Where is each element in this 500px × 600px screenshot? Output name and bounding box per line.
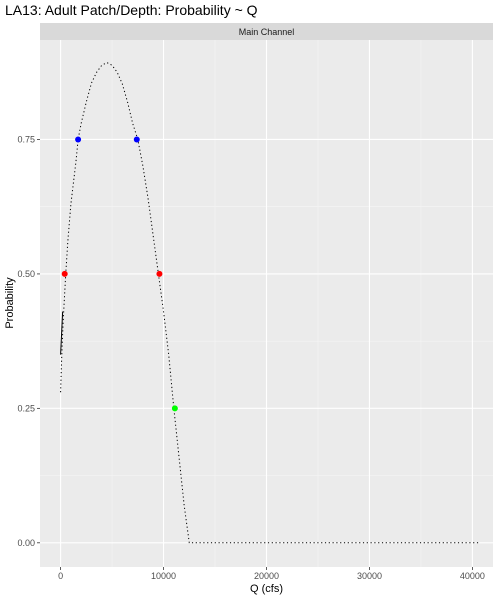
- y-axis: 0.00 0.25 0.50 0.75: [17, 134, 40, 548]
- series-line-solid: [60, 311, 64, 355]
- x-tick-label: 20000: [254, 571, 279, 581]
- y-tick-label: 0.00: [17, 538, 35, 548]
- x-tick-label: 40000: [460, 571, 485, 581]
- y-tick-label: 0.25: [17, 403, 35, 413]
- chart-title: LA13: Adult Patch/Depth: Probability ~ Q: [5, 2, 258, 18]
- points-layer: [61, 136, 178, 412]
- series-layer: [60, 62, 481, 544]
- facet-label: Main Channel: [239, 27, 295, 37]
- x-tick-label: 10000: [151, 571, 176, 581]
- x-axis: 0 10000 20000 30000 40000: [58, 567, 485, 581]
- data-point: [61, 270, 68, 277]
- data-point: [133, 136, 140, 143]
- y-tick-label: 0.50: [17, 269, 35, 279]
- data-point: [75, 136, 82, 143]
- series-line-dotted: [60, 62, 481, 544]
- x-tick-label: 30000: [357, 571, 382, 581]
- data-point: [171, 405, 178, 412]
- x-tick-label: 0: [58, 571, 63, 581]
- y-axis-title: Probability: [4, 277, 16, 329]
- y-tick-label: 0.75: [17, 134, 35, 144]
- data-point: [156, 270, 163, 277]
- facet-strip: [40, 23, 493, 40]
- x-axis-title: Q (cfs): [250, 583, 283, 595]
- grid-major: [40, 40, 493, 567]
